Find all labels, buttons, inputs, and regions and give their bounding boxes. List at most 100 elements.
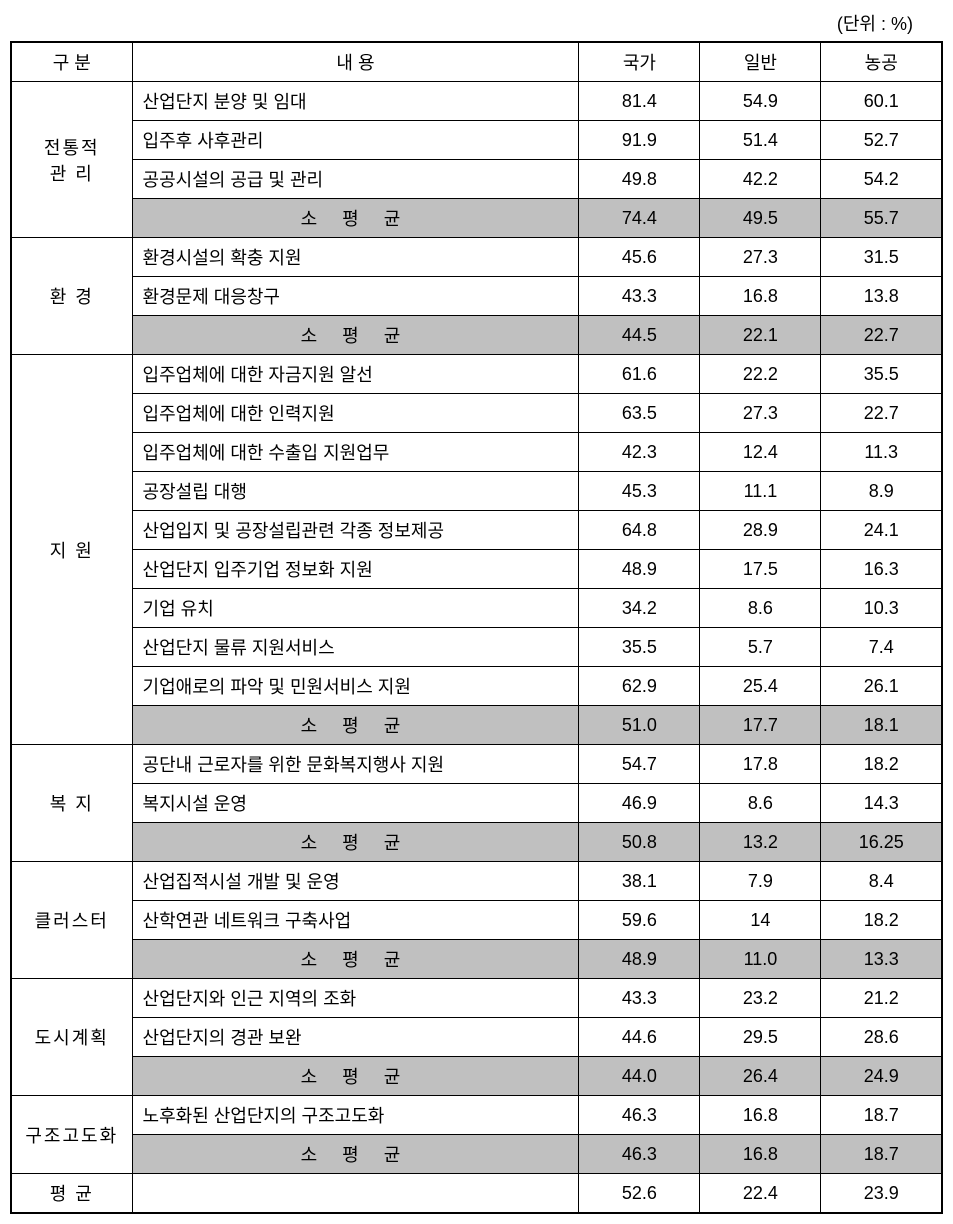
subaverage-label: 소 평 균 xyxy=(132,940,579,979)
content-cell: 환경문제 대응창구 xyxy=(132,277,579,316)
subaverage-value: 22.1 xyxy=(700,316,821,355)
average-value: 22.4 xyxy=(700,1174,821,1214)
value-cell: 46.9 xyxy=(579,784,700,823)
average-value: 23.9 xyxy=(821,1174,942,1214)
subaverage-row: 소 평 균74.449.555.7 xyxy=(11,199,942,238)
unit-label: (단위 : %) xyxy=(10,10,943,41)
header-general: 일반 xyxy=(700,42,821,82)
value-cell: 18.2 xyxy=(821,745,942,784)
subaverage-row: 소 평 균50.813.216.25 xyxy=(11,823,942,862)
value-cell: 16.3 xyxy=(821,550,942,589)
value-cell: 8.9 xyxy=(821,472,942,511)
content-cell: 산학연관 네트워크 구축사업 xyxy=(132,901,579,940)
content-cell: 입주업체에 대한 인력지원 xyxy=(132,394,579,433)
value-cell: 43.3 xyxy=(579,277,700,316)
content-cell: 기업애로의 파악 및 민원서비스 지원 xyxy=(132,667,579,706)
value-cell: 25.4 xyxy=(700,667,821,706)
subaverage-row: 소 평 균44.522.122.7 xyxy=(11,316,942,355)
table-row: 기업애로의 파악 및 민원서비스 지원62.925.426.1 xyxy=(11,667,942,706)
subaverage-row: 소 평 균51.017.718.1 xyxy=(11,706,942,745)
subaverage-value: 13.3 xyxy=(821,940,942,979)
content-cell: 노후화된 산업단지의 구조고도화 xyxy=(132,1096,579,1135)
subaverage-value: 74.4 xyxy=(579,199,700,238)
content-cell: 공장설립 대행 xyxy=(132,472,579,511)
content-cell: 공공시설의 공급 및 관리 xyxy=(132,160,579,199)
value-cell: 11.1 xyxy=(700,472,821,511)
value-cell: 54.2 xyxy=(821,160,942,199)
table-row: 기업 유치34.28.610.3 xyxy=(11,589,942,628)
average-label: 평 균 xyxy=(11,1174,132,1214)
table-row: 산학연관 네트워크 구축사업59.61418.2 xyxy=(11,901,942,940)
value-cell: 18.2 xyxy=(821,901,942,940)
value-cell: 10.3 xyxy=(821,589,942,628)
value-cell: 35.5 xyxy=(821,355,942,394)
value-cell: 14 xyxy=(700,901,821,940)
subaverage-row: 소 평 균46.316.818.7 xyxy=(11,1135,942,1174)
category-cell: 복 지 xyxy=(11,745,132,862)
value-cell: 7.4 xyxy=(821,628,942,667)
subaverage-value: 22.7 xyxy=(821,316,942,355)
table-row: 환경문제 대응창구43.316.813.8 xyxy=(11,277,942,316)
subaverage-value: 18.7 xyxy=(821,1135,942,1174)
table-row: 공장설립 대행45.311.18.9 xyxy=(11,472,942,511)
subaverage-row: 소 평 균48.911.013.3 xyxy=(11,940,942,979)
value-cell: 91.9 xyxy=(579,121,700,160)
table-row: 복 지공단내 근로자를 위한 문화복지행사 지원54.717.818.2 xyxy=(11,745,942,784)
value-cell: 8.4 xyxy=(821,862,942,901)
subaverage-value: 16.8 xyxy=(700,1135,821,1174)
category-cell: 클러스터 xyxy=(11,862,132,979)
content-cell: 산업단지 분양 및 임대 xyxy=(132,82,579,121)
subaverage-value: 18.1 xyxy=(821,706,942,745)
table-row: 환 경환경시설의 확충 지원45.627.331.5 xyxy=(11,238,942,277)
value-cell: 29.5 xyxy=(700,1018,821,1057)
value-cell: 60.1 xyxy=(821,82,942,121)
subaverage-label: 소 평 균 xyxy=(132,823,579,862)
header-content: 내 용 xyxy=(132,42,579,82)
table-row: 도시계획산업단지와 인근 지역의 조화43.323.221.2 xyxy=(11,979,942,1018)
subaverage-value: 44.5 xyxy=(579,316,700,355)
value-cell: 24.1 xyxy=(821,511,942,550)
value-cell: 12.4 xyxy=(700,433,821,472)
value-cell: 5.7 xyxy=(700,628,821,667)
table-header-row: 구 분 내 용 국가 일반 농공 xyxy=(11,42,942,82)
subaverage-value: 51.0 xyxy=(579,706,700,745)
subaverage-label: 소 평 균 xyxy=(132,316,579,355)
value-cell: 31.5 xyxy=(821,238,942,277)
value-cell: 34.2 xyxy=(579,589,700,628)
category-cell: 구조고도화 xyxy=(11,1096,132,1174)
table-row: 입주후 사후관리91.951.452.7 xyxy=(11,121,942,160)
table-row: 산업단지 입주기업 정보화 지원48.917.516.3 xyxy=(11,550,942,589)
value-cell: 38.1 xyxy=(579,862,700,901)
value-cell: 8.6 xyxy=(700,589,821,628)
value-cell: 62.9 xyxy=(579,667,700,706)
table-row: 구조고도화노후화된 산업단지의 구조고도화46.316.818.7 xyxy=(11,1096,942,1135)
content-cell: 산업입지 및 공장설립관련 각종 정보제공 xyxy=(132,511,579,550)
content-cell: 입주후 사후관리 xyxy=(132,121,579,160)
subaverage-label: 소 평 균 xyxy=(132,1057,579,1096)
subaverage-value: 17.7 xyxy=(700,706,821,745)
value-cell: 27.3 xyxy=(700,238,821,277)
subaverage-value: 55.7 xyxy=(821,199,942,238)
table-row: 산업입지 및 공장설립관련 각종 정보제공64.828.924.1 xyxy=(11,511,942,550)
table-row: 공공시설의 공급 및 관리49.842.254.2 xyxy=(11,160,942,199)
average-value: 52.6 xyxy=(579,1174,700,1214)
value-cell: 26.1 xyxy=(821,667,942,706)
content-cell: 복지시설 운영 xyxy=(132,784,579,823)
table-row: 산업단지의 경관 보완44.629.528.6 xyxy=(11,1018,942,1057)
table-row: 복지시설 운영46.98.614.3 xyxy=(11,784,942,823)
subaverage-value: 50.8 xyxy=(579,823,700,862)
value-cell: 14.3 xyxy=(821,784,942,823)
subaverage-label: 소 평 균 xyxy=(132,199,579,238)
value-cell: 16.8 xyxy=(700,277,821,316)
value-cell: 27.3 xyxy=(700,394,821,433)
data-table: 구 분 내 용 국가 일반 농공 전통적관 리산업단지 분양 및 임대81.45… xyxy=(10,41,943,1214)
subaverage-row: 소 평 균44.026.424.9 xyxy=(11,1057,942,1096)
content-cell: 환경시설의 확충 지원 xyxy=(132,238,579,277)
value-cell: 35.5 xyxy=(579,628,700,667)
value-cell: 61.6 xyxy=(579,355,700,394)
subaverage-value: 44.0 xyxy=(579,1057,700,1096)
table-row: 입주업체에 대한 수출입 지원업무42.312.411.3 xyxy=(11,433,942,472)
value-cell: 54.7 xyxy=(579,745,700,784)
table-row: 지 원입주업체에 대한 자금지원 알선61.622.235.5 xyxy=(11,355,942,394)
subaverage-value: 46.3 xyxy=(579,1135,700,1174)
